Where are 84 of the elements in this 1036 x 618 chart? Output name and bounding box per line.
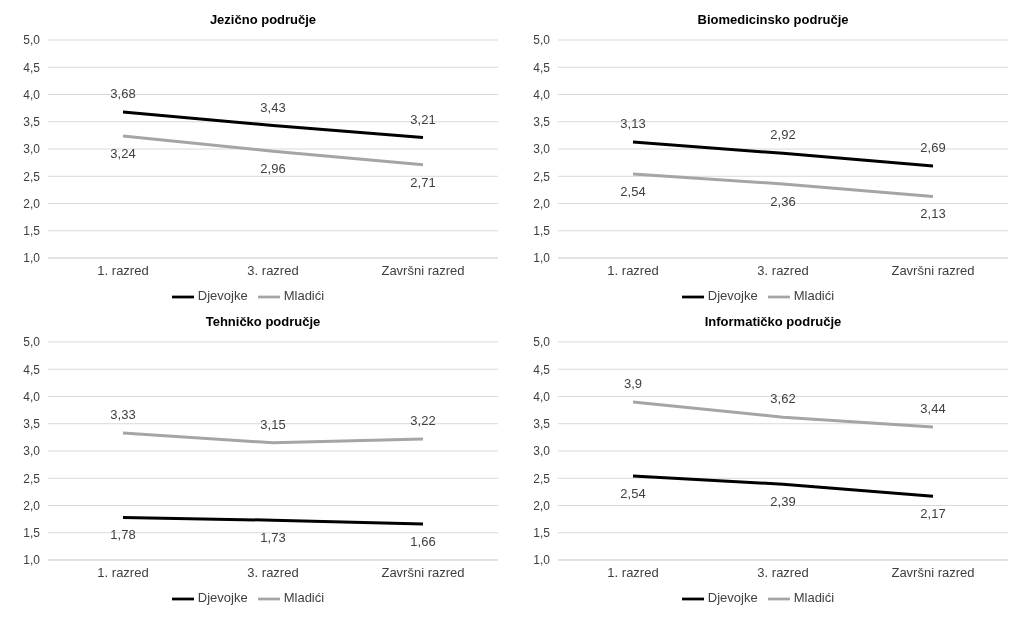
y-tick-label: 5,0 (533, 33, 551, 48)
data-label: 3,24 (110, 145, 136, 161)
y-tick-label: 2,5 (23, 169, 41, 184)
data-label: 1,66 (410, 534, 436, 550)
data-label: 3,44 (920, 401, 946, 417)
y-tick-label: 4,0 (533, 87, 551, 102)
y-tick-label: 2,5 (23, 471, 41, 486)
data-label: 3,68 (110, 85, 136, 101)
y-tick-label: 2,5 (533, 471, 551, 486)
y-tick-label: 1,5 (533, 224, 551, 239)
y-tick-label: 4,0 (533, 389, 551, 404)
y-tick-label: 1,5 (23, 224, 41, 239)
chart-title: Biomedicinsko područje (696, 11, 850, 29)
y-tick-label: 3,0 (533, 444, 551, 459)
legend-label: Mladići (283, 590, 325, 606)
x-tick-label: Završni razred (891, 565, 975, 581)
y-tick-label: 2,0 (23, 498, 41, 513)
legend-label: Djevojke (197, 590, 248, 606)
data-label: 3,21 (410, 111, 436, 127)
y-tick-label: 3,0 (23, 142, 41, 157)
data-label: 1,73 (260, 530, 286, 546)
data-label: 2,54 (620, 184, 646, 200)
data-label: 2,54 (620, 486, 646, 502)
data-label: 2,36 (770, 193, 796, 209)
y-tick-label: 1,0 (533, 553, 551, 568)
data-label: 3,33 (110, 407, 136, 423)
chart-title: Tehničko područje (204, 313, 322, 331)
data-label: 3,43 (260, 99, 286, 115)
x-tick-label: 3. razred (247, 263, 299, 279)
x-tick-label: 1. razred (607, 263, 659, 279)
data-label: 3,13 (620, 115, 646, 131)
x-tick-label: 1. razred (607, 565, 659, 581)
y-tick-label: 4,5 (23, 362, 41, 377)
y-tick-label: 4,0 (23, 87, 41, 102)
data-label: 2,69 (920, 139, 946, 155)
y-tick-label: 3,0 (533, 142, 551, 157)
x-tick-label: Završni razred (381, 263, 465, 279)
data-label: 2,17 (920, 506, 946, 522)
legend-label: Djevojke (197, 288, 248, 304)
data-label: 3,62 (770, 391, 796, 407)
y-tick-label: 1,0 (23, 251, 41, 266)
y-tick-label: 2,0 (23, 196, 41, 211)
data-label: 2,39 (770, 494, 796, 510)
y-tick-label: 5,0 (23, 335, 41, 350)
x-tick-label: 1. razred (97, 263, 149, 279)
chart-title: Informatičko područje (703, 313, 843, 331)
data-label: 2,71 (410, 174, 436, 190)
legend-label: Djevojke (707, 288, 758, 304)
data-label: 2,96 (260, 161, 286, 177)
y-tick-label: 3,0 (23, 444, 41, 459)
data-label: 1,78 (110, 527, 136, 543)
y-tick-label: 5,0 (23, 33, 41, 48)
legend-label: Djevojke (707, 590, 758, 606)
y-tick-label: 4,5 (533, 362, 551, 377)
legend-label: Mladići (793, 288, 835, 304)
data-label: 2,13 (920, 206, 946, 222)
data-label: 3,15 (260, 416, 286, 432)
y-tick-label: 1,0 (533, 251, 551, 266)
y-tick-label: 2,0 (533, 196, 551, 211)
y-tick-label: 5,0 (533, 335, 551, 350)
x-tick-label: Završni razred (891, 263, 975, 279)
x-tick-label: Završni razred (381, 565, 465, 581)
chart-title: Jezično područje (208, 11, 318, 29)
y-tick-label: 4,5 (533, 60, 551, 75)
legend-label: Mladići (793, 590, 835, 606)
y-tick-label: 4,5 (23, 60, 41, 75)
x-tick-label: 3. razred (247, 565, 299, 581)
y-tick-label: 4,0 (23, 389, 41, 404)
data-label: 3,22 (410, 413, 436, 429)
y-tick-label: 3,5 (23, 417, 41, 432)
y-tick-label: 2,5 (533, 169, 551, 184)
y-tick-label: 3,5 (533, 115, 551, 130)
data-label: 2,92 (770, 127, 796, 143)
x-tick-label: 3. razred (757, 263, 809, 279)
y-tick-label: 2,0 (533, 498, 551, 513)
y-tick-label: 1,5 (23, 526, 41, 541)
y-tick-label: 3,5 (533, 417, 551, 432)
data-label: 3,9 (623, 375, 643, 391)
y-tick-label: 1,5 (533, 526, 551, 541)
x-tick-label: 1. razred (97, 565, 149, 581)
y-tick-label: 1,0 (23, 553, 41, 568)
legend-label: Mladići (283, 288, 325, 304)
x-tick-label: 3. razred (757, 565, 809, 581)
y-tick-label: 3,5 (23, 115, 41, 130)
